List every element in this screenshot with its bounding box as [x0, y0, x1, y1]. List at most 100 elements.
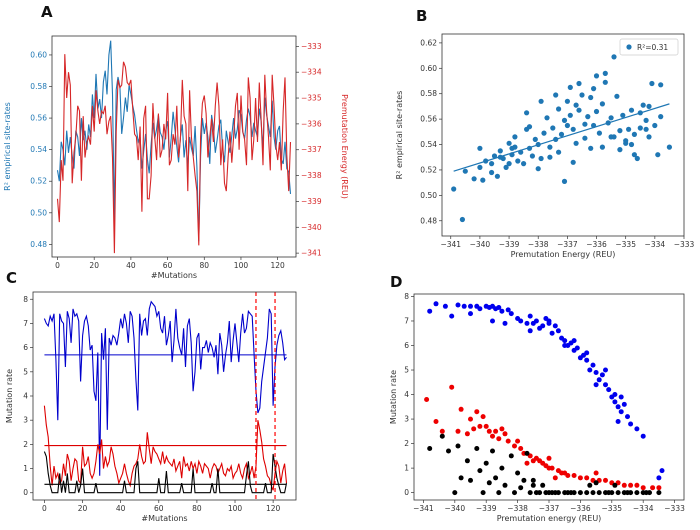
panel-d-point-red	[515, 438, 521, 444]
panel-b-point	[614, 93, 620, 99]
panel-d-point-blue	[640, 433, 646, 439]
panel-a-y2tick-label: −339	[301, 197, 322, 206]
panel-d-xlabel: Premutation energy (REU)	[497, 514, 602, 523]
panel-b-point	[529, 153, 536, 159]
panel-d-point-red	[493, 428, 499, 434]
panel-b-point	[477, 145, 483, 151]
panel-d-point-black	[530, 482, 536, 488]
panel-d-point-red	[468, 416, 473, 422]
panel-a-ytick-label: 0.60	[30, 50, 47, 59]
panel-b-point	[582, 121, 588, 127]
panel-c-xtick-label: 80	[192, 504, 202, 513]
panel-d-point-red	[593, 470, 599, 476]
panel-b-point	[489, 169, 495, 176]
panel-d-point-black	[439, 433, 445, 439]
panel-d-point-blue	[461, 303, 467, 309]
panel-d-point-black	[468, 477, 473, 483]
panel-d-point-blue	[455, 302, 461, 308]
panel-a-y2tick-label: −336	[301, 119, 322, 128]
panel-d-point-black	[596, 490, 602, 496]
panel-a-frame	[51, 35, 297, 258]
panel-b-xtick-label: −341	[440, 240, 461, 249]
panel-d-point-blue	[574, 345, 580, 351]
panel-b-point	[491, 153, 498, 159]
panel-c-ytick-label: 0	[23, 488, 28, 497]
panel-d-point-red	[584, 475, 590, 481]
panel-d-point-red	[439, 428, 445, 434]
panel-d-point-black	[568, 490, 574, 496]
panel-d-point-black	[537, 490, 543, 496]
panel-d-point-black	[656, 490, 662, 496]
panel-b-point	[538, 155, 544, 162]
panel-a-y2tick-label: −340	[301, 223, 322, 232]
panel-d-point-black	[455, 443, 461, 449]
panel-d-point-red	[433, 419, 439, 424]
panel-b-point	[512, 144, 518, 150]
panel-b-point	[617, 147, 623, 153]
panel-b-point	[631, 152, 638, 158]
panel-d-point-blue	[468, 303, 473, 309]
panel-c-ytick-label: 1	[23, 464, 28, 473]
panel-b-point	[588, 145, 594, 151]
panel-d-point-red	[577, 475, 583, 481]
panel-letter-d: D	[390, 273, 402, 291]
panel-b-ytick-label: 0.56	[420, 115, 437, 124]
panel-letter-c: C	[6, 269, 17, 287]
panel-d-point-red	[546, 455, 552, 461]
panel-b-point	[503, 164, 509, 170]
panel-b-point	[541, 130, 547, 136]
panel-d-point-blue	[546, 318, 552, 324]
panel-d-point-blue	[584, 357, 590, 363]
panel-b-point	[579, 92, 585, 98]
panel-d-point-blue	[603, 382, 608, 388]
panel-d-point-blue	[599, 372, 605, 378]
panel-a-xtick-label: 100	[234, 261, 249, 270]
panel-b-xtick-label: −335	[615, 240, 636, 249]
panel-b-point	[538, 98, 544, 104]
panel-d-point-black	[540, 482, 546, 488]
panel-d-point-blue	[584, 350, 590, 356]
panel-d-xtick-label: −340	[445, 504, 466, 513]
panel-d-point-black	[477, 468, 483, 474]
panel-b-xtick-label: −337	[557, 240, 578, 249]
panel-d-point-blue	[540, 323, 546, 329]
panel-c-ylabel: Mutation rate	[5, 369, 14, 423]
panel-a-y2tick-label: −334	[301, 68, 322, 77]
panel-d-point-red	[603, 477, 608, 483]
panel-d-point-black	[486, 480, 492, 486]
panel-b-point	[646, 134, 652, 140]
panel-d-point-blue	[533, 318, 539, 324]
panel-b: −341 −340 −339 −338 −337 −336 −335 −334 −333 Prem…	[395, 33, 695, 259]
panel-d-point-blue	[442, 303, 448, 309]
panel-d-point-red	[634, 482, 640, 488]
panel-d-point-blue	[496, 305, 502, 310]
panel-d-point-black	[493, 475, 499, 481]
panel-b-point	[666, 144, 673, 150]
panel-b-frame	[441, 33, 685, 237]
panel-a-y2tick-label: −335	[301, 94, 322, 103]
panel-b-ytick-label: 0.60	[420, 64, 437, 73]
panel-d-point-red	[424, 397, 430, 402]
panel-d-point-blue	[612, 392, 618, 397]
panel-c-xtick-label: 60	[154, 504, 164, 513]
panel-b-point	[544, 115, 550, 121]
panel-b-point	[494, 173, 500, 179]
panel-c-ytick-label: 5	[23, 367, 28, 376]
panel-b-xtick-label: −333	[674, 240, 695, 249]
panel-a-xtick-label: 80	[199, 261, 209, 270]
panel-c-ytick-label: 2	[23, 440, 28, 449]
panel-d-ytick-label: 6	[404, 341, 409, 350]
panel-letter-b: B	[416, 7, 427, 25]
panel-d-point-red	[512, 443, 517, 449]
panel-b-ytick-label: 0.62	[420, 38, 437, 47]
panel-d-point-blue	[612, 399, 618, 405]
panel-b-point	[643, 126, 649, 132]
panel-b-point	[576, 80, 582, 87]
panel-c-ytick-label: 7	[23, 319, 28, 328]
panel-b-point	[655, 152, 661, 158]
panel-d-point-blue	[593, 382, 599, 388]
panel-a-ytick-label: 0.50	[30, 208, 47, 217]
panel-d-point-blue	[571, 338, 577, 344]
panel-d-point-blue	[524, 320, 530, 326]
panel-d-point-blue	[603, 367, 608, 373]
